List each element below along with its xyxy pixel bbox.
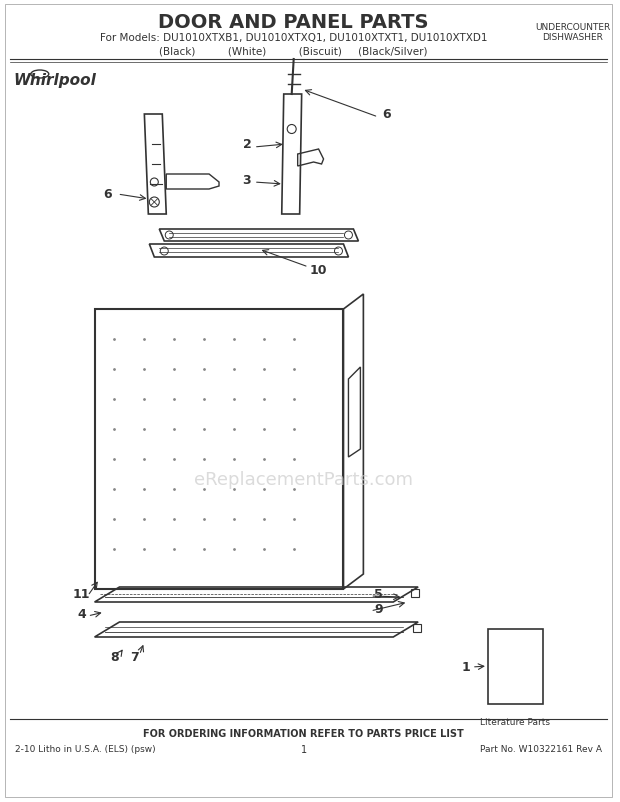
Text: 3: 3 [242,173,251,186]
Text: 1: 1 [301,744,307,754]
Text: 6: 6 [103,188,112,201]
Text: 11: 11 [73,588,91,601]
Text: 6: 6 [382,108,391,121]
Text: UNDERCOUNTER: UNDERCOUNTER [535,23,610,32]
Bar [95,310,343,589]
Text: 1: 1 [461,661,471,674]
Text: Part No. W10322161 Rev A: Part No. W10322161 Rev A [480,744,602,754]
Bar [411,589,419,597]
Text: 5: 5 [374,588,383,601]
Text: eReplacementParts.com: eReplacementParts.com [194,471,413,488]
Text: 7: 7 [130,650,139,664]
Text: 8: 8 [110,650,119,664]
Text: DOOR AND PANEL PARTS: DOOR AND PANEL PARTS [159,13,429,31]
Text: DISHWASHER: DISHWASHER [542,34,603,43]
Text: 4: 4 [78,608,86,621]
Text: Whirlpool: Whirlpool [13,72,96,87]
Bar [488,630,542,704]
Text: FOR ORDERING INFORMATION REFER TO PARTS PRICE LIST: FOR ORDERING INFORMATION REFER TO PARTS … [143,728,464,738]
Text: 2: 2 [242,138,251,152]
Bar [413,624,421,632]
Text: 2-10 Litho in U.S.A. (ELS) (psw): 2-10 Litho in U.S.A. (ELS) (psw) [15,744,156,754]
Text: For Models: DU1010XTXB1, DU1010XTXQ1, DU1010XTXT1, DU1010XTXD1: For Models: DU1010XTXB1, DU1010XTXQ1, DU… [100,33,487,43]
Text: Literature Parts: Literature Parts [480,718,550,727]
Text: 9: 9 [374,603,383,616]
Text: (Black)          (White)          (Biscuit)     (Black/Silver): (Black) (White) (Biscuit) (Black/Silver) [159,47,428,57]
Text: 10: 10 [310,263,327,276]
